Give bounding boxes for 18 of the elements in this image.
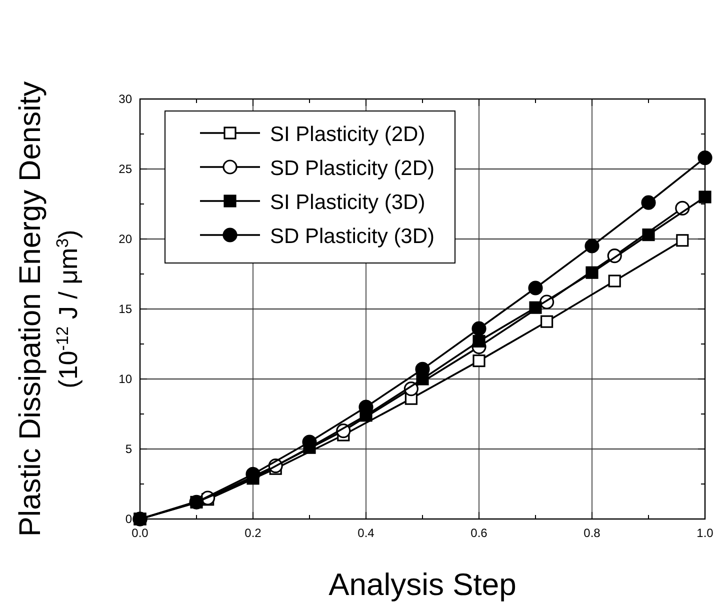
y-tick-label: 5: [125, 442, 132, 456]
x-tick-label: 0.0: [132, 526, 149, 540]
x-tick-label: 0.6: [470, 526, 488, 540]
y-tick-label: 10: [118, 372, 132, 386]
x-axis-title: Analysis Step: [328, 567, 516, 602]
y-tick-label: 30: [118, 92, 132, 106]
y-tick-label: 15: [118, 302, 132, 316]
y-tick-label: 25: [118, 162, 132, 176]
x-tick-label: 0.4: [358, 526, 375, 540]
legend-label: SI Plasticity (2D): [270, 123, 426, 146]
legend-label: SD Plasticity (3D): [270, 225, 435, 248]
legend-label: SD Plasticity (2D): [270, 157, 435, 180]
x-tick-label: 0.2: [244, 526, 262, 540]
y-tick-label: 0: [125, 512, 132, 526]
x-tick-label: 0.8: [584, 526, 601, 540]
legend-label: SI Plasticity (3D): [270, 191, 426, 214]
x-tick-label: 1.0: [696, 526, 714, 540]
y-tick-label: 20: [118, 232, 132, 246]
